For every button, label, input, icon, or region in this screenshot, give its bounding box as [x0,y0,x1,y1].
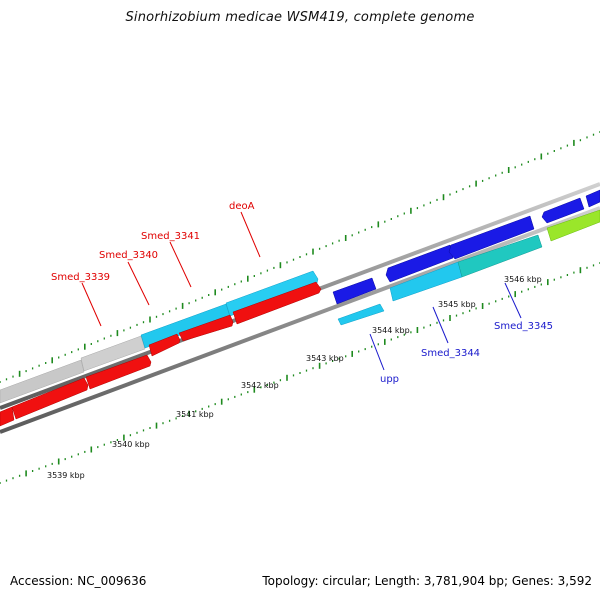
scale-label-3545: 3545 kbp [438,300,476,309]
leader-deoa [240,211,261,258]
gene-cyan-2 [225,270,319,317]
accession-label: Accession: NC_009636 [10,574,147,588]
gene-red-5 [178,314,234,342]
gene-red-4 [148,333,181,357]
forward-label-leaders [81,211,261,327]
gene-blue-3 [448,215,535,260]
gene-label-smed-3340: Smed_3340 [99,250,158,261]
gene-track-upper [0,209,600,404]
gene-label-smed-3345: Smed_3345 [494,321,553,332]
scale-label-3543: 3543 kbp [306,354,344,363]
gene-gray-2 [80,335,146,372]
gene-red-2 [11,377,89,420]
gene-gray-1 [0,359,85,404]
gene-track-lower [0,281,322,427]
leader-smed-3340 [127,261,150,306]
gene-blue-2 [385,244,454,283]
outer-tick-row [0,131,600,383]
genome-title: Sinorhizobium medicae WSM419, complete g… [125,10,475,25]
scale-label-3542: 3542 kbp [241,381,279,390]
gene-blue-5 [585,189,600,208]
leader-smed-3345 [504,282,522,319]
scale-label-3544: 3544 kbp [372,326,410,335]
gene-label-smed-3344: Smed_3344 [421,348,480,359]
scale-label-3541: 3541 kbp [176,410,214,419]
reverse-label-leaders [369,282,522,371]
gene-blue-1 [332,277,377,305]
gene-track-reverse [332,189,600,305]
gene-blue-4 [541,197,585,224]
scale-label-3539: 3539 kbp [47,471,85,480]
leader-smed-3341 [169,241,192,288]
scale-label-3540: 3540 kbp [112,440,150,449]
gene-label-smed-3339: Smed_3339 [51,272,110,283]
gene-red-3 [85,354,152,390]
scale-label-3546: 3546 kbp [504,275,542,284]
gene-red-6 [232,281,322,325]
gene-red-1 [0,406,15,427]
leader-smed-3344 [432,306,449,344]
genome-summary: Topology: circular; Length: 3,781,904 bp… [262,574,592,588]
gene-label-upp: upp [380,374,399,385]
gene-label-smed-3341: Smed_3341 [141,231,200,242]
inner-tick-row [0,262,600,484]
gene-green-1 [546,209,600,242]
gene-label-deoa: deoA [229,201,255,212]
gene-teal-1 [457,234,543,278]
leader-smed-3339 [81,282,102,327]
gene-cyan-3 [337,303,385,326]
genome-backbone-lower [0,206,600,434]
leader-upp [369,333,385,371]
